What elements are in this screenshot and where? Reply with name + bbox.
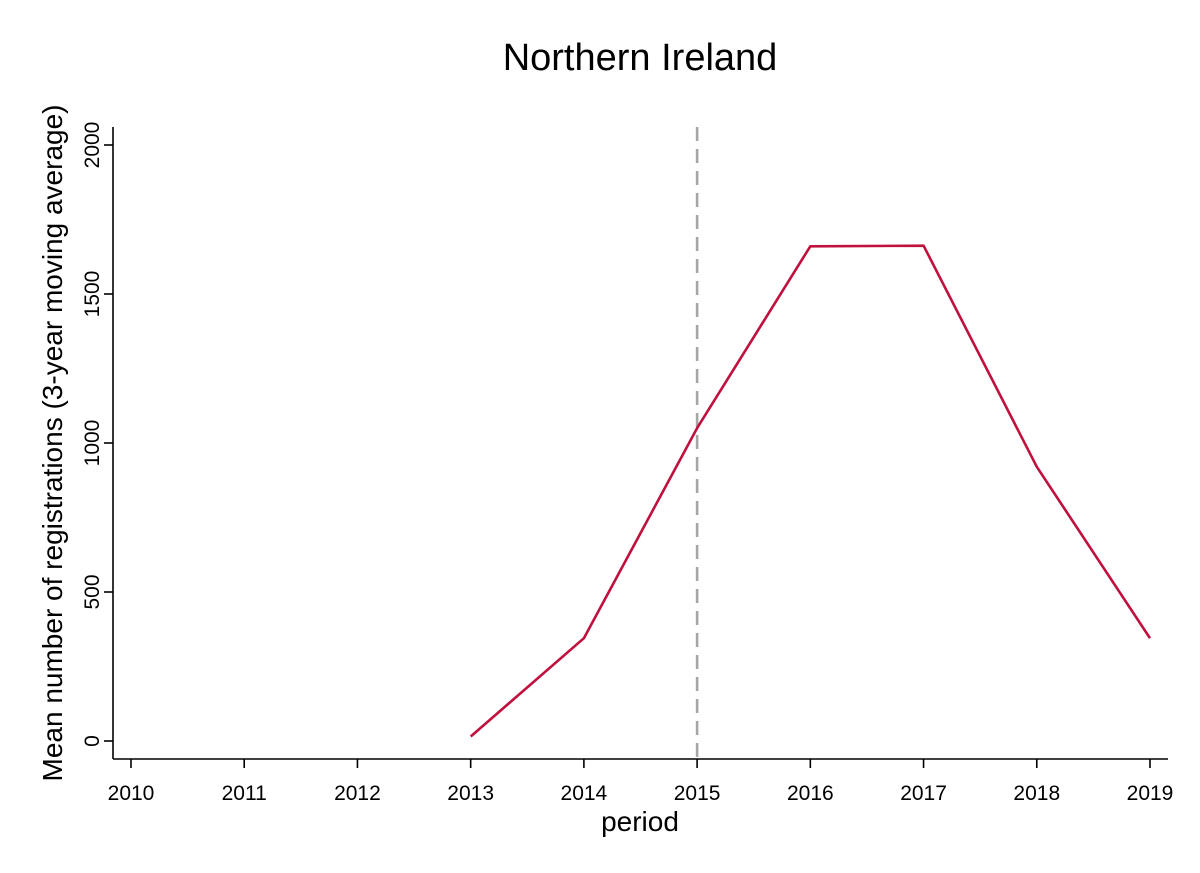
x-tick-label: 2012	[334, 782, 381, 805]
chart-title: Northern Ireland	[503, 37, 778, 79]
y-axis-label: Mean number of registrations (3-year mov…	[37, 105, 68, 782]
y-tick-label: 0	[81, 735, 104, 747]
x-tick-label: 2017	[900, 782, 947, 805]
y-axis-ticks: 0 500 1000 1500 2000	[81, 122, 113, 747]
y-tick-label: 500	[81, 574, 104, 609]
x-tick-label: 2019	[1127, 782, 1174, 805]
y-tick-label: 1000	[81, 420, 104, 467]
y-tick-label: 1500	[81, 271, 104, 318]
x-tick-label: 2010	[108, 782, 155, 805]
x-tick-label: 2011	[222, 782, 267, 805]
series-line-0	[469, 244, 1152, 738]
x-tick-label: 2013	[447, 782, 494, 805]
series-layer	[469, 244, 1152, 738]
x-tick-label: 2018	[1013, 782, 1060, 805]
x-axis-ticks: 2010 2011 2012 2013 2014 2015 2016 2017 2018 2019	[108, 759, 1174, 805]
x-tick-label: 2015	[674, 782, 721, 805]
x-tick-label: 2014	[561, 782, 608, 805]
y-tick-label: 2000	[81, 122, 104, 169]
x-axis-label: period	[601, 806, 679, 837]
x-tick-label: 2016	[787, 782, 834, 805]
